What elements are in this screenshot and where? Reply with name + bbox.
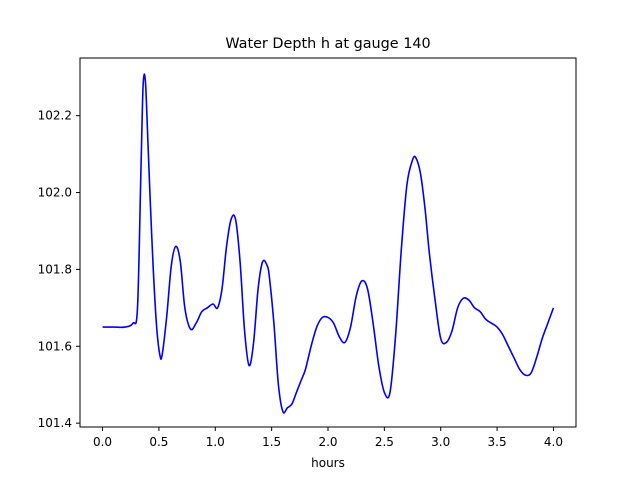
x-tick-label: 0.5 bbox=[149, 435, 168, 449]
axes-frame bbox=[79, 57, 577, 428]
y-tick-label: 101.8 bbox=[38, 262, 72, 276]
y-tick-label: 102.2 bbox=[38, 109, 72, 123]
x-axis: 0.0 0.5 1.0 1.5 2.0 2.5 3.0 3.5 4.0 bbox=[93, 427, 563, 449]
y-tick-label: 101.4 bbox=[38, 416, 72, 430]
x-tick-label: 3.0 bbox=[431, 435, 450, 449]
x-tick-label: 1.5 bbox=[262, 435, 281, 449]
y-tick-label: 101.6 bbox=[38, 339, 72, 353]
y-axis: 101.4 101.6 101.8 102.0 102.2 bbox=[38, 109, 80, 430]
x-tick-label: 3.5 bbox=[488, 435, 507, 449]
x-tick-label: 4.0 bbox=[544, 435, 563, 449]
series-line bbox=[102, 73, 555, 414]
x-tick-label: 1.0 bbox=[206, 435, 225, 449]
x-tick-label: 2.5 bbox=[375, 435, 394, 449]
chart-title: Water Depth h at gauge 140 bbox=[225, 36, 430, 52]
y-tick-label: 102.0 bbox=[38, 186, 72, 200]
plot-area bbox=[102, 73, 555, 414]
x-tick-label: 2.0 bbox=[318, 435, 337, 449]
x-axis-label: hours bbox=[311, 456, 345, 470]
x-tick-label: 0.0 bbox=[93, 435, 112, 449]
